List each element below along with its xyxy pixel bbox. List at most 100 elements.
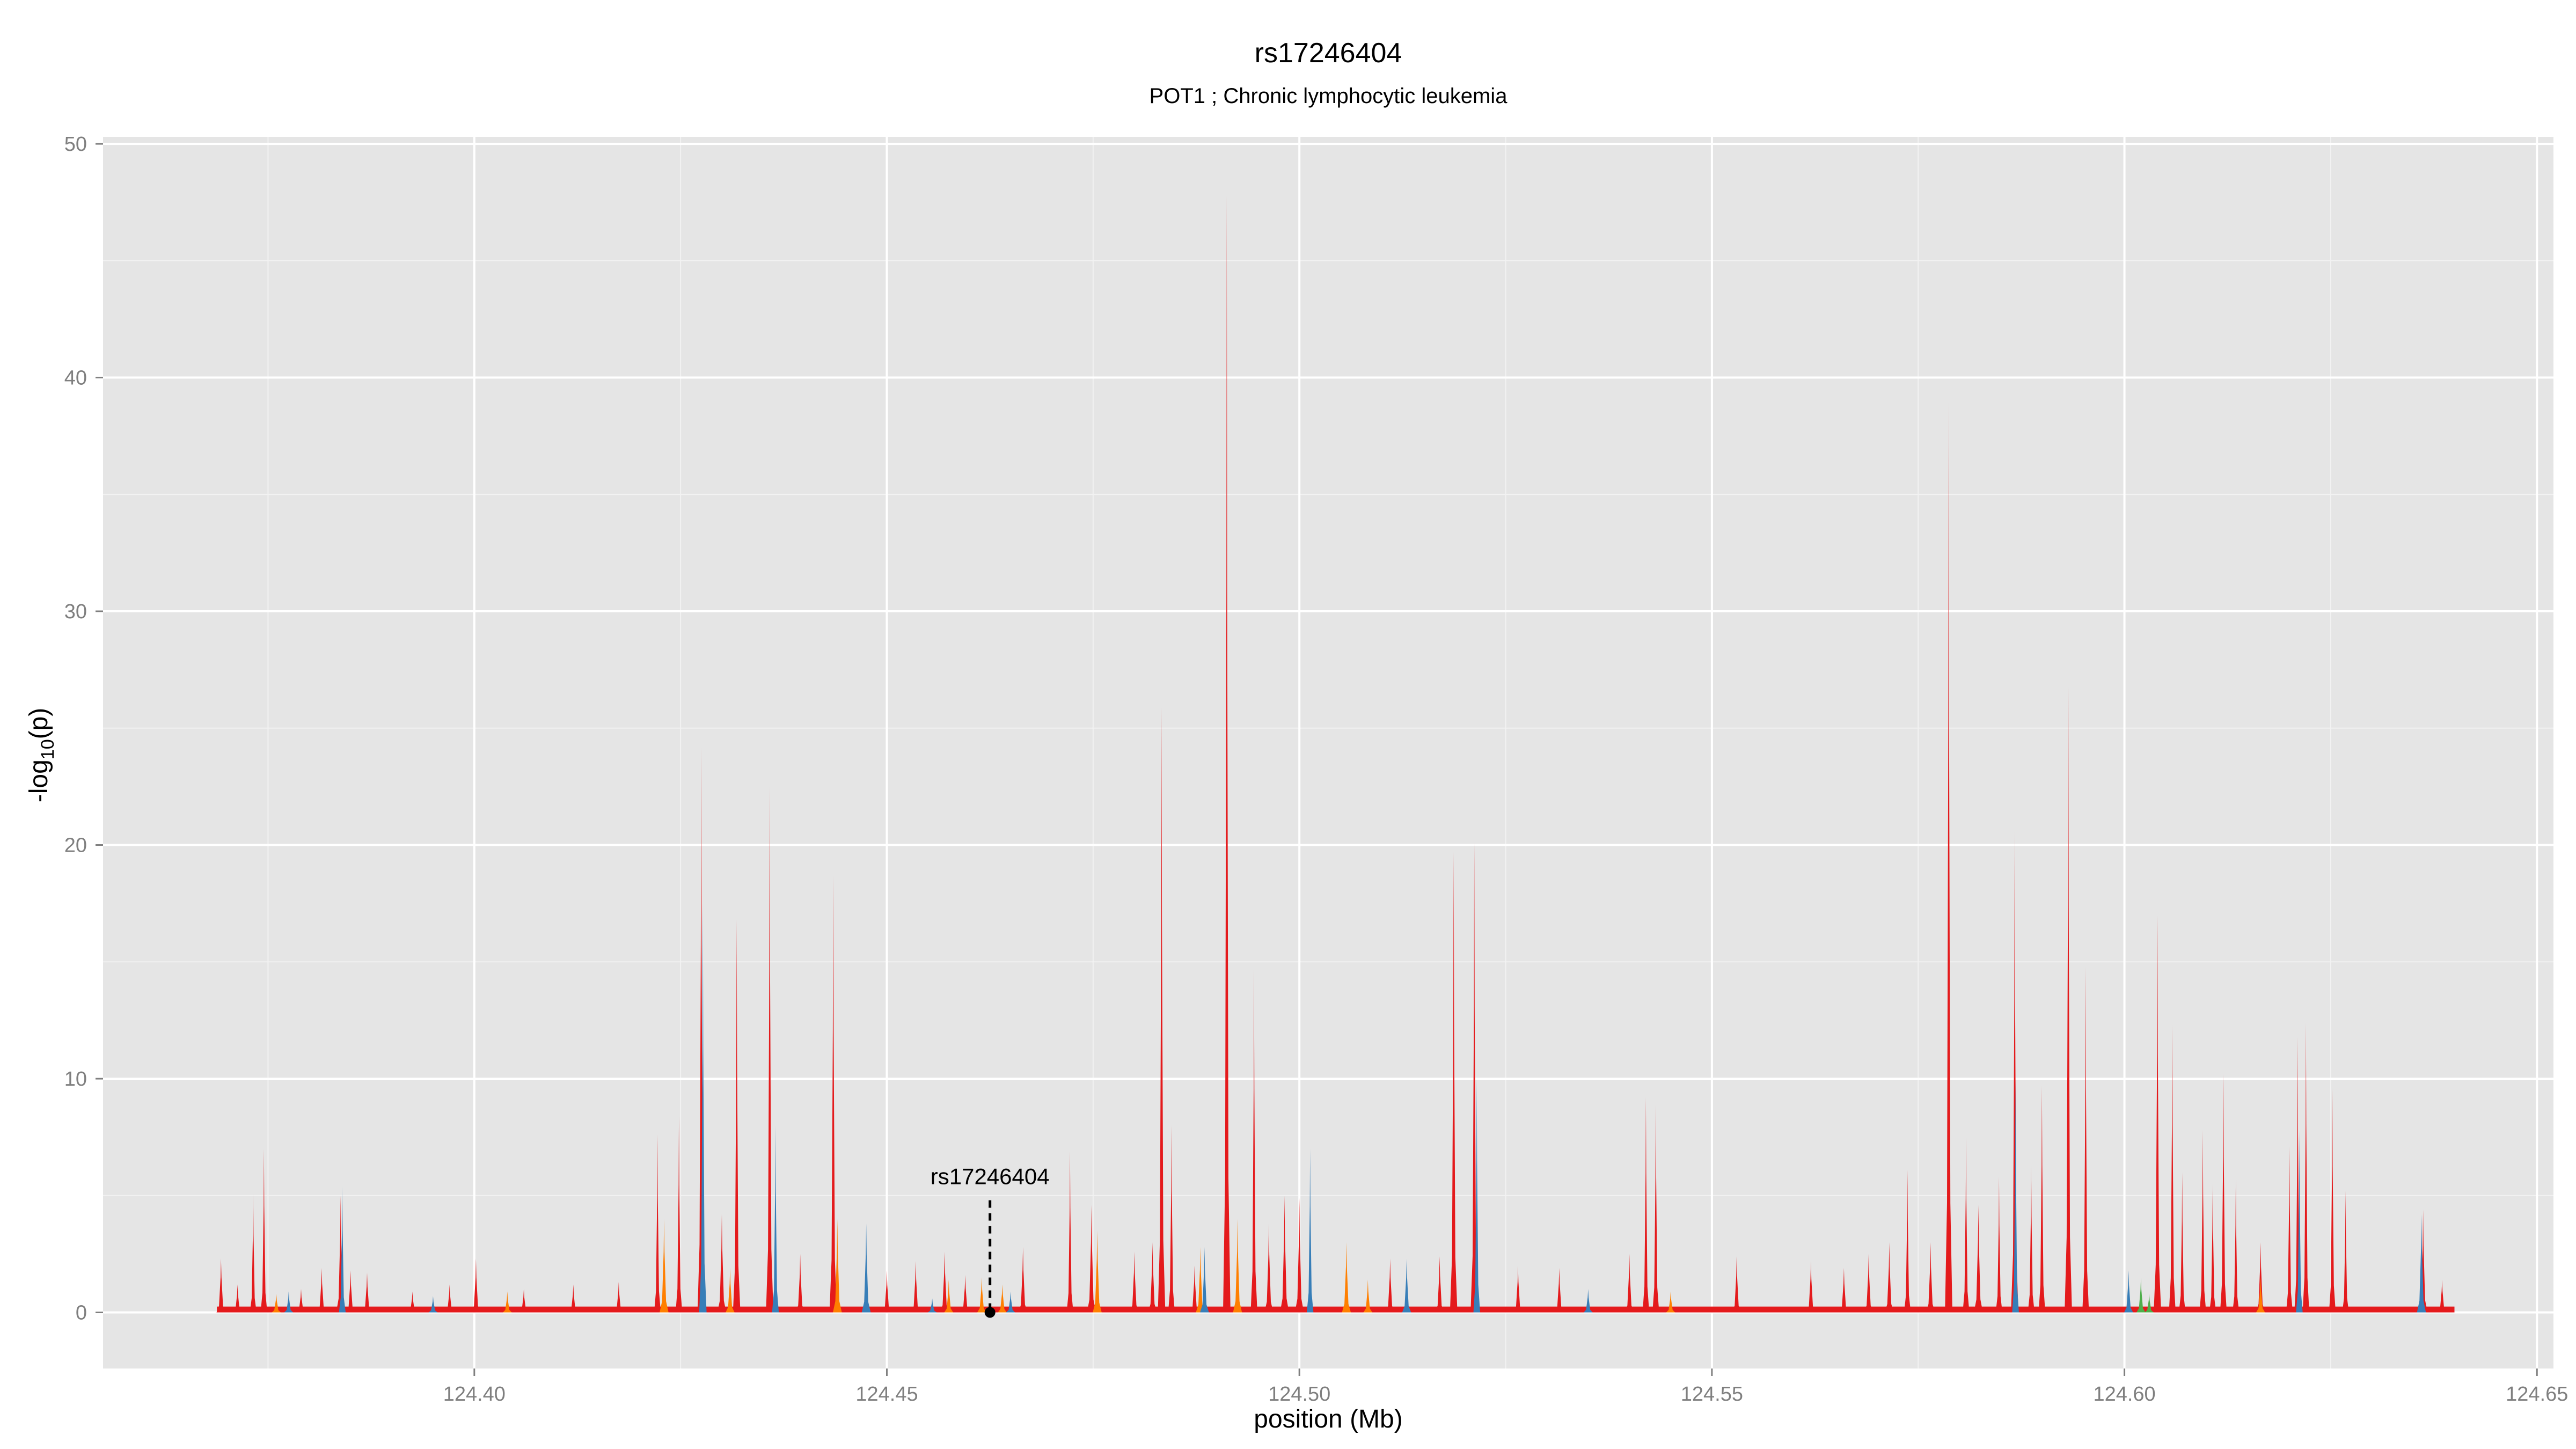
- chart-subtitle: POT1 ; Chronic lymphocytic leukemia: [1150, 84, 1508, 108]
- x-tick-labels: 124.40 124.45 124.50 124.55 124.60 124.65: [443, 1383, 2568, 1406]
- peak: [1926, 1242, 1935, 1313]
- peak: [726, 1268, 735, 1313]
- peak: [296, 1289, 306, 1313]
- peak: [882, 1270, 891, 1313]
- peak: [1087, 1205, 1096, 1313]
- peak: [1130, 1252, 1139, 1313]
- peak: [2169, 1024, 2176, 1313]
- peak: [772, 1125, 779, 1313]
- peak: [2199, 1130, 2206, 1313]
- peak: [1963, 1137, 1970, 1313]
- annotation-marker: [984, 1307, 996, 1318]
- peak: [1264, 1224, 1274, 1313]
- x-tick-label: 124.60: [2093, 1383, 2155, 1406]
- peak: [1945, 401, 1952, 1313]
- peak: [2286, 1146, 2293, 1313]
- peak: [569, 1284, 578, 1313]
- peak: [1450, 852, 1458, 1313]
- peak: [614, 1282, 624, 1313]
- peak: [829, 875, 837, 1313]
- peak: [260, 1148, 267, 1313]
- peak: [1995, 1176, 2003, 1313]
- y-tick-label: 40: [64, 367, 87, 390]
- peak: [1652, 1104, 1659, 1313]
- peak: [1473, 1079, 1480, 1313]
- peak: [317, 1268, 326, 1313]
- peak: [766, 786, 774, 1313]
- peak: [2145, 1293, 2154, 1313]
- peak: [654, 1135, 661, 1313]
- y-tick-label: 20: [64, 835, 87, 857]
- peak: [2232, 1179, 2240, 1313]
- peak: [2011, 831, 2018, 1313]
- x-axis-label: position (Mb): [1254, 1405, 1402, 1433]
- peak: [1018, 1247, 1028, 1313]
- peak: [2179, 1172, 2186, 1313]
- peak: [339, 1186, 346, 1313]
- plot-background: [103, 137, 2553, 1368]
- peak: [1307, 1148, 1314, 1313]
- peak: [2124, 1270, 2133, 1313]
- peak: [944, 1279, 954, 1313]
- peak: [1066, 1151, 1073, 1313]
- y-tick-label: 10: [64, 1068, 87, 1091]
- peak: [1250, 969, 1257, 1313]
- peak: [1093, 1231, 1102, 1313]
- peak: [1386, 1258, 1395, 1313]
- peak: [961, 1275, 970, 1313]
- peak: [1864, 1254, 1874, 1313]
- peak: [1974, 1205, 1983, 1313]
- peak: [519, 1289, 529, 1313]
- annotation-label: rs17246404: [931, 1163, 1050, 1189]
- peak: [2065, 686, 2072, 1313]
- peak: [733, 919, 741, 1313]
- peak: [2038, 1086, 2046, 1313]
- peak: [1168, 1125, 1175, 1313]
- series-4daf4a: [2136, 1277, 2154, 1313]
- peak: [1642, 1097, 1650, 1313]
- peak: [2012, 1079, 2019, 1313]
- peak: [1555, 1268, 1564, 1313]
- peak: [1470, 843, 1478, 1313]
- peak: [362, 1272, 372, 1313]
- peak: [927, 1298, 937, 1313]
- peak: [795, 1254, 805, 1313]
- peak: [1158, 707, 1166, 1313]
- x-tick-label: 124.65: [2506, 1383, 2568, 1406]
- peak: [1280, 1195, 1289, 1313]
- peak: [1294, 1198, 1304, 1313]
- peak: [2342, 1191, 2349, 1313]
- peak: [2418, 1209, 2428, 1313]
- peak: [2154, 915, 2161, 1313]
- y-tick-labels: 0 10 20 30 40 50: [64, 133, 87, 1324]
- peak: [2417, 1214, 2426, 1313]
- chart-title: rs17246404: [1255, 38, 1402, 69]
- baseline-area: [217, 1306, 2455, 1313]
- peak: [1666, 1291, 1675, 1313]
- peak: [911, 1261, 920, 1313]
- peak: [2438, 1279, 2447, 1313]
- x-tick-label: 124.40: [443, 1383, 506, 1406]
- peak: [697, 747, 705, 1313]
- series-377eb8: [284, 903, 2426, 1313]
- peak: [2294, 1036, 2301, 1313]
- peak: [1200, 1247, 1209, 1313]
- peak: [1402, 1258, 1411, 1313]
- peak: [675, 1116, 683, 1313]
- peak: [1363, 1279, 1373, 1313]
- peak: [2296, 1130, 2303, 1313]
- peak: [2209, 1184, 2216, 1313]
- peak: [861, 1224, 871, 1313]
- x-tick-label: 124.45: [855, 1383, 918, 1406]
- peak: [428, 1296, 438, 1313]
- peak: [1513, 1265, 1523, 1313]
- series-layer: [216, 195, 2455, 1313]
- peak: [272, 1293, 281, 1313]
- peak: [2329, 1088, 2336, 1313]
- peak: [284, 1291, 294, 1313]
- peak: [833, 1219, 842, 1313]
- peak: [2302, 1022, 2309, 1313]
- peak: [1233, 1219, 1242, 1313]
- peak: [1584, 1289, 1593, 1313]
- minor-gridlines: [103, 137, 2553, 1368]
